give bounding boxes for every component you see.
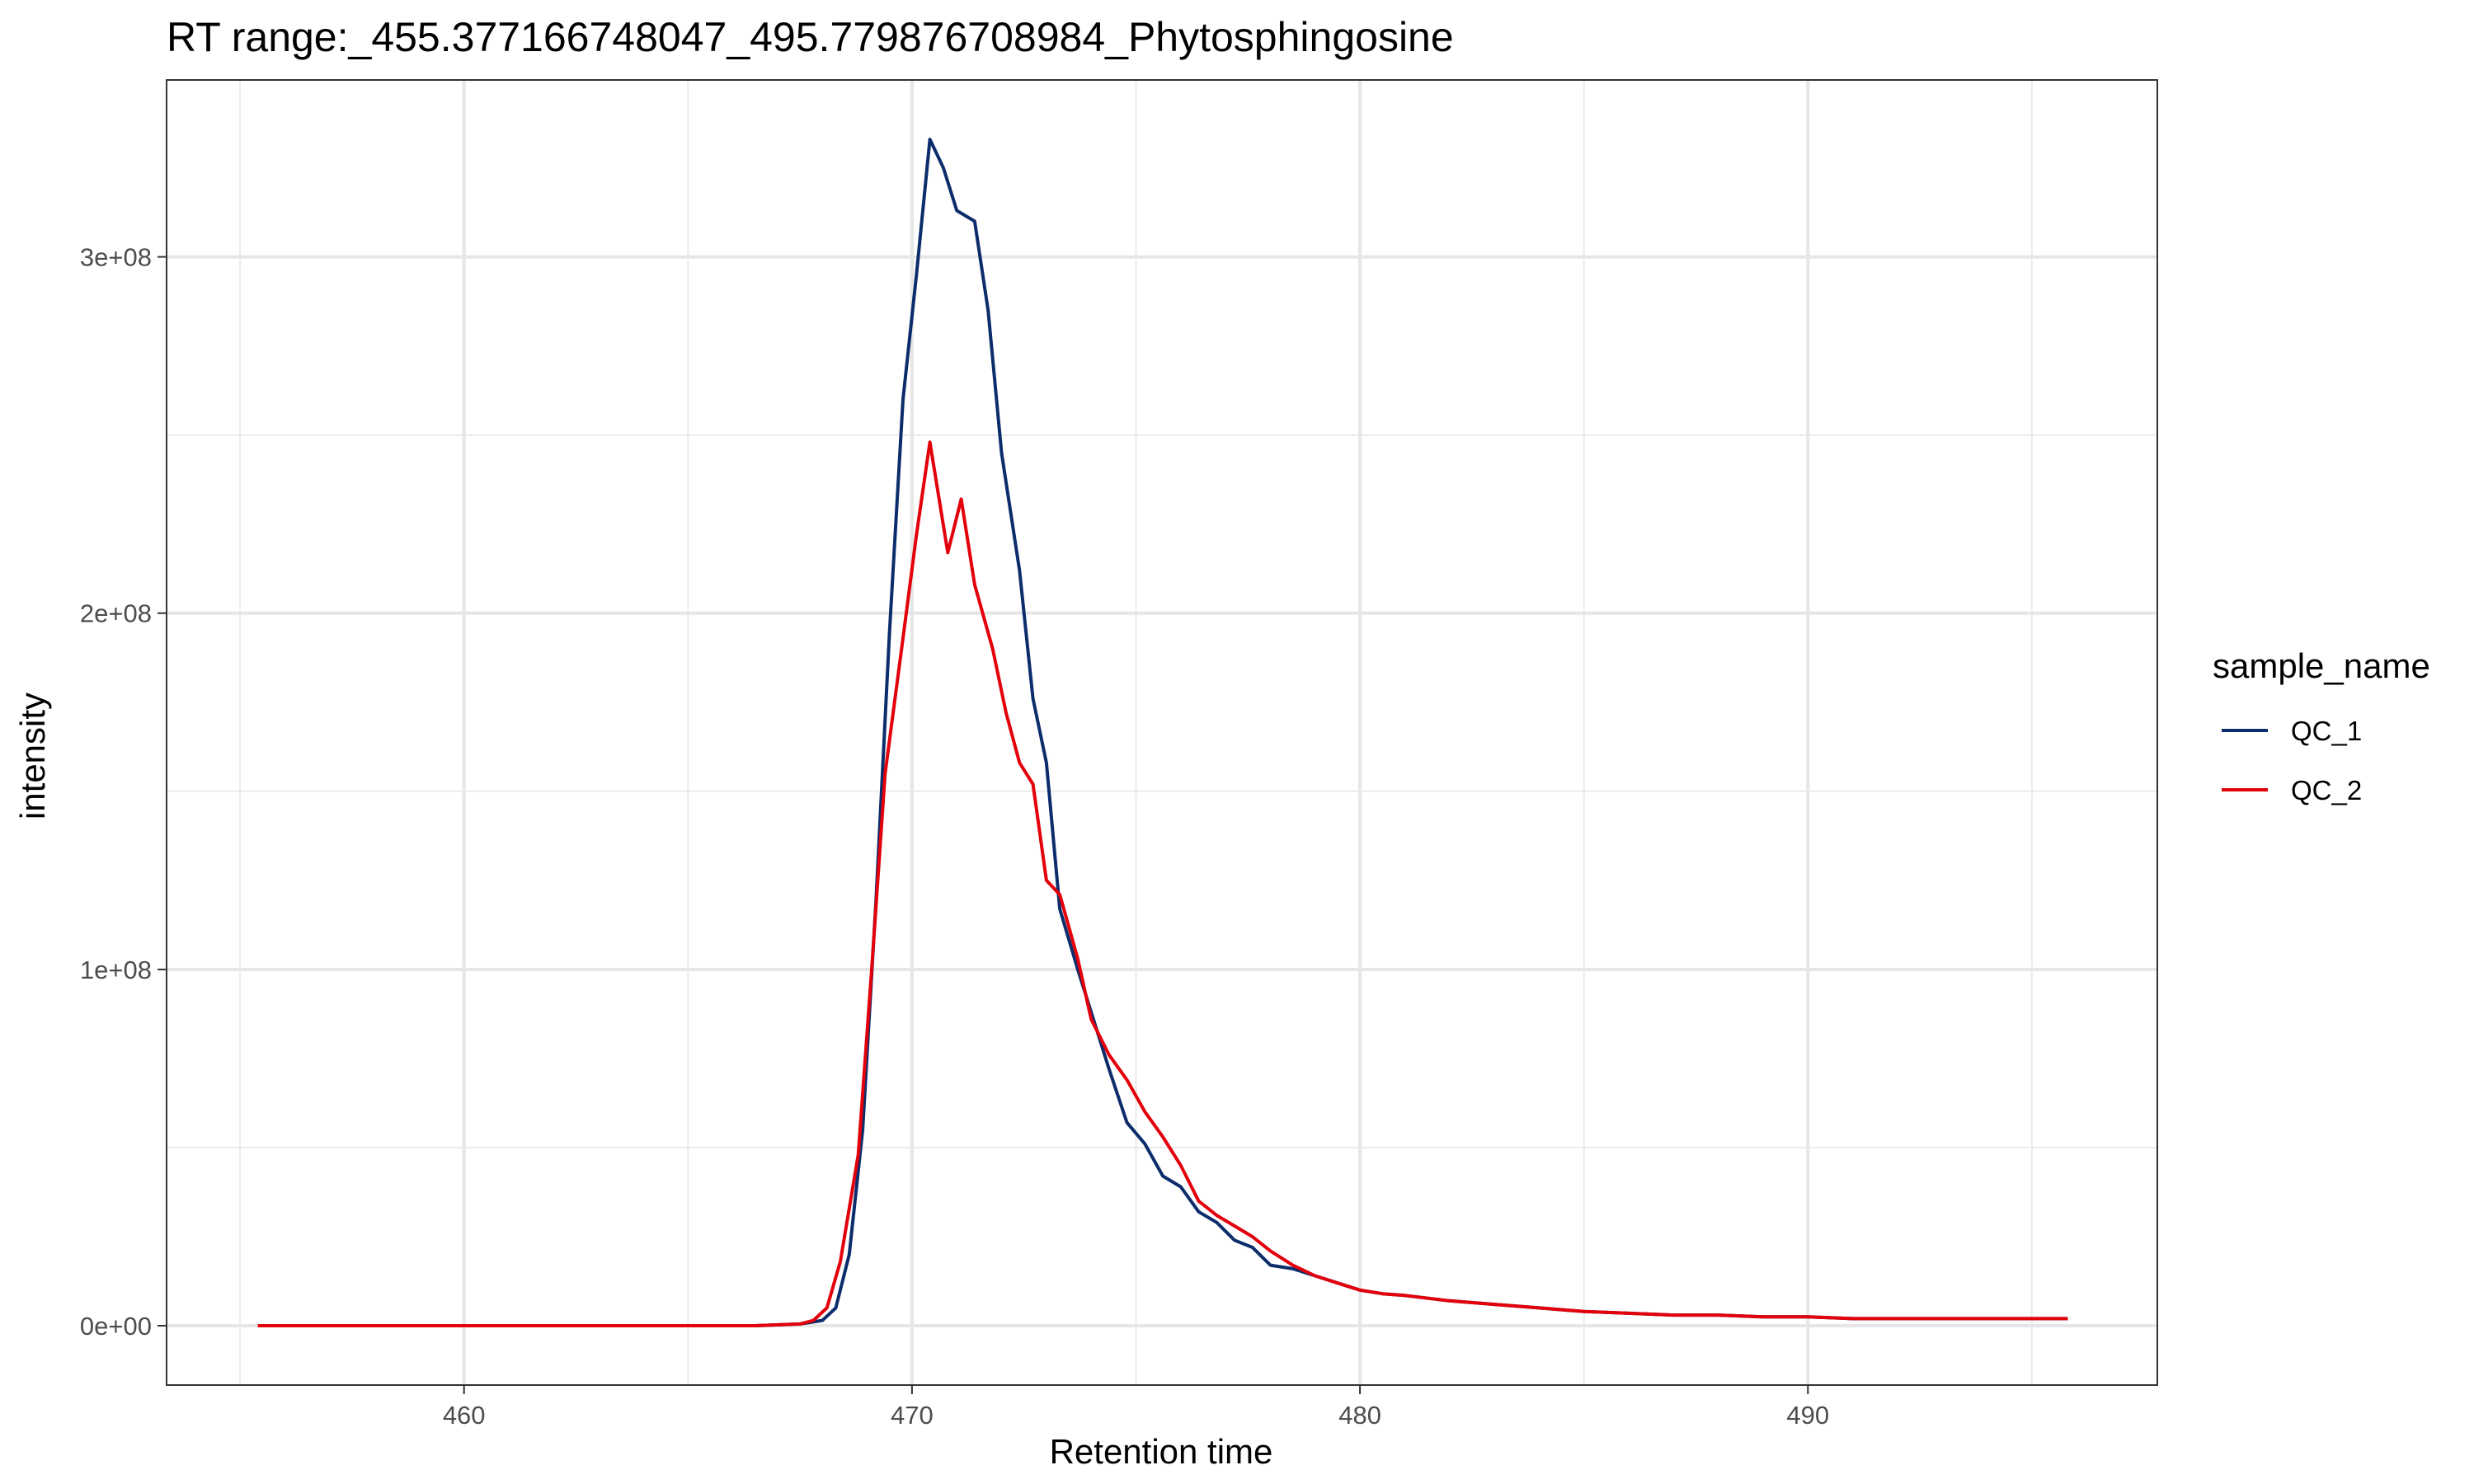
chart-title: RT range:_455.377166748047_495.779876708… — [167, 14, 1454, 60]
y-tick-label: 1e+08 — [80, 956, 152, 984]
minor-gridlines — [167, 80, 2157, 1385]
y-tick-label: 3e+08 — [80, 243, 152, 272]
y-axis-title: intensity — [13, 693, 52, 819]
x-axis: 460 470 480 490 — [443, 1385, 1829, 1430]
series-lines — [257, 138, 2068, 1327]
legend-label-qc-2: QC_2 — [2291, 775, 2362, 805]
x-axis-title: Retention time — [1050, 1432, 1273, 1471]
major-gridlines — [167, 80, 2157, 1385]
legend-title: sample_name — [2213, 646, 2430, 685]
x-tick-label: 470 — [891, 1401, 934, 1430]
y-axis: 0e+00 1e+08 2e+08 3e+08 — [80, 243, 167, 1341]
x-tick-label: 460 — [443, 1401, 486, 1430]
legend: sample_name QC_1 QC_2 — [2213, 646, 2430, 805]
y-tick-label: 0e+00 — [80, 1312, 152, 1341]
series-line-qc-2 — [257, 440, 2068, 1327]
legend-label-qc-1: QC_1 — [2291, 716, 2362, 746]
x-tick-label: 480 — [1338, 1401, 1381, 1430]
plot-panel-border — [166, 79, 2158, 1386]
y-tick-label: 2e+08 — [80, 599, 152, 628]
x-tick-label: 490 — [1786, 1401, 1829, 1430]
